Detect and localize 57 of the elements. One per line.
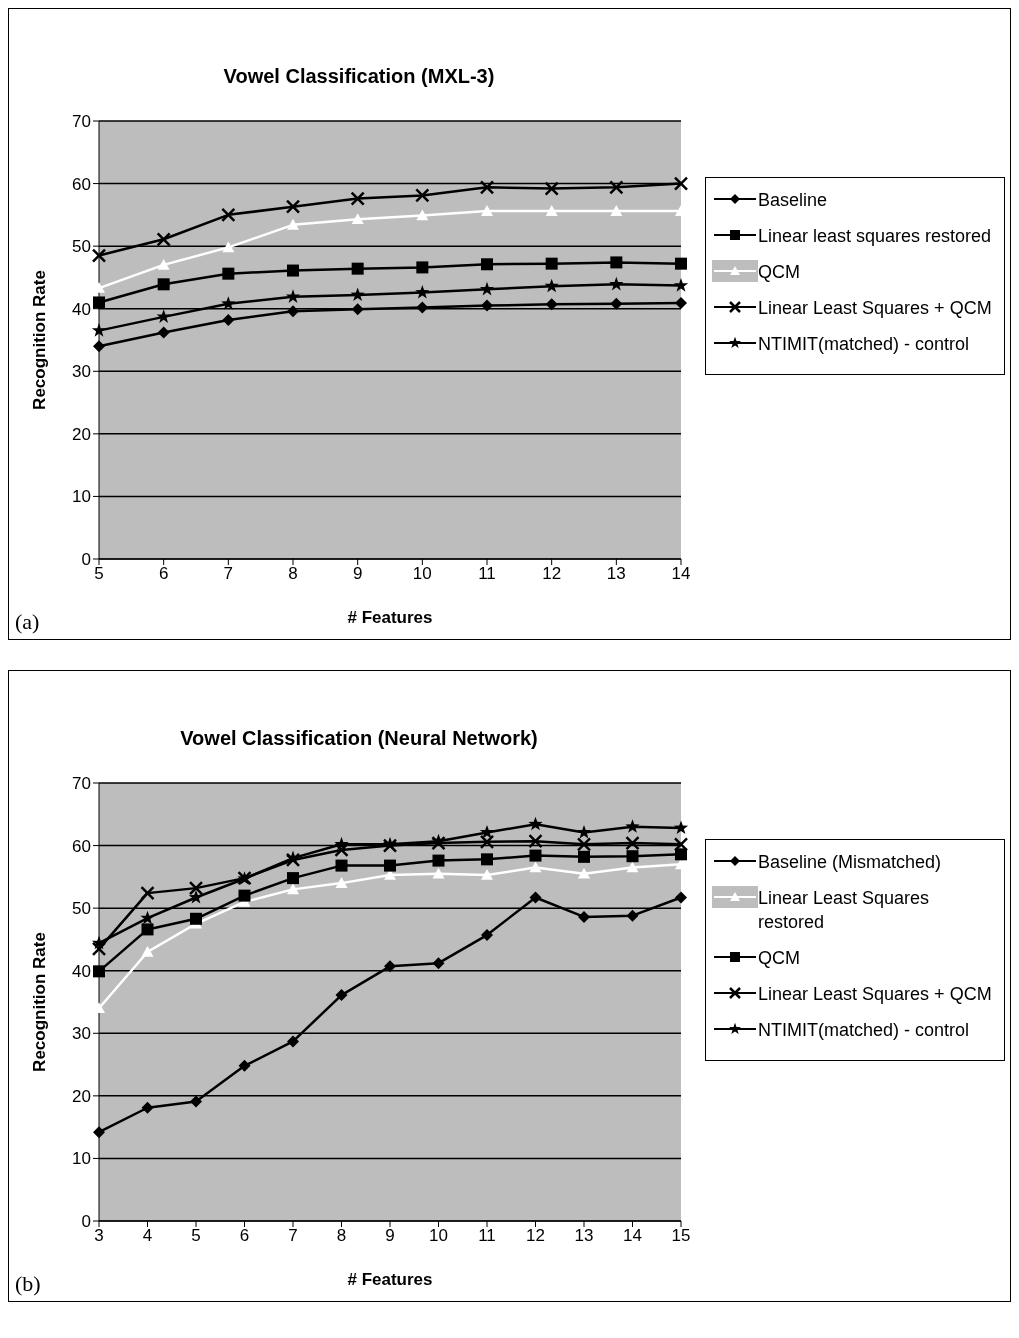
y-tick-label: 30 [72,1024,91,1044]
legend-label: Linear Least Squares restored [758,887,931,934]
chart-title: Vowel Classification (Neural Network) [179,727,539,750]
x-tick-label: 8 [288,564,298,584]
x-tick-label: 10 [429,1226,448,1246]
legend-label: Linear least squares restored [758,225,992,248]
x-tick-label: 9 [352,564,363,584]
text: (b) [15,1271,41,1297]
legend-label: Linear Least Squares + QCM [758,297,992,320]
x-axis-title: # Features [347,1270,433,1289]
y-tick-label: 40 [72,961,91,981]
y-axis-title: Recognition Rate [30,932,50,1072]
x-tick-label: 7 [223,564,234,584]
y-tick-label: 60 [72,836,91,856]
y-tick-label: 10 [72,487,91,507]
y-tick-label: 0 [81,550,91,570]
y-tick-label: 50 [72,237,91,257]
x-tick-label: 13 [574,1226,594,1246]
y-tick-label: 0 [81,1212,91,1232]
x-tick-label: 9 [385,1226,395,1246]
y-tick-label: 60 [72,174,91,194]
x-tick-label: 6 [239,1226,250,1246]
x-tick-label: 6 [158,564,169,584]
legend-label: NTIMIT(matched) - control [758,1019,970,1042]
y-tick-label: 40 [72,299,91,319]
legend-label: Baseline [758,189,828,212]
x-tick-label: 11 [478,1226,496,1246]
y-tick-label: 20 [72,1086,91,1106]
x-tick-label: 14 [671,564,691,584]
x-tick-label: 8 [336,1226,347,1246]
x-tick-label: 5 [191,1226,201,1246]
x-tick-label: 14 [623,1226,642,1246]
y-axis-title: Recognition Rate [30,270,50,410]
y-tick-label: 70 [72,112,91,132]
x-tick-label: 10 [412,564,432,584]
legend-label: Linear Least Squares + QCM [758,983,992,1006]
x-tick-label: 12 [542,564,562,584]
y-tick-label: 70 [72,774,91,794]
x-tick-label: 12 [526,1226,545,1246]
x-tick-label: 5 [94,564,104,584]
y-tick-label: 50 [72,899,91,919]
legend-label: QCM [758,261,800,284]
legend-label: Baseline (Mismatched) [758,851,942,874]
legend-label: NTIMIT(matched) - control [758,333,970,356]
text: (a) [15,609,40,635]
x-tick-label: 11 [478,564,496,584]
x-axis-title: # Features [347,608,433,627]
x-tick-label: 13 [606,564,626,584]
y-tick-label: 30 [72,362,91,382]
x-tick-label: 7 [288,1226,298,1246]
legend-label: QCM [758,947,800,970]
x-tick-label: 4 [142,1226,153,1246]
chart-title: Vowel Classification (MXL-3) [222,65,496,88]
x-tick-label: 3 [94,1226,104,1246]
y-tick-label: 10 [72,1149,91,1169]
y-tick-label: 20 [72,424,91,444]
x-tick-label: 15 [671,1226,691,1246]
